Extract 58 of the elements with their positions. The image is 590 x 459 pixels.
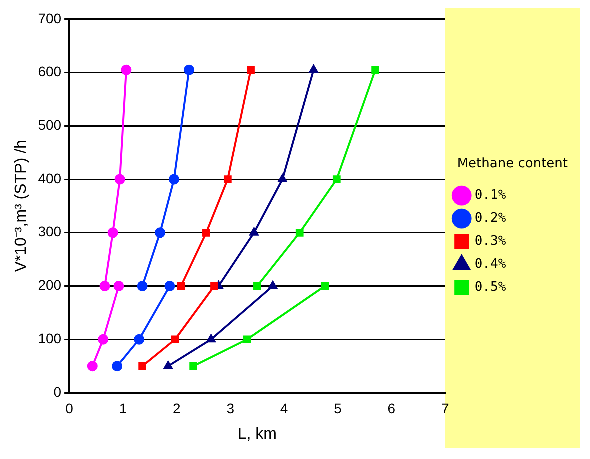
point <box>164 361 173 370</box>
point <box>137 281 148 292</box>
point <box>206 334 216 343</box>
point <box>190 362 198 370</box>
point <box>210 282 218 290</box>
y-tick-label: 700 <box>38 10 62 26</box>
point <box>155 228 166 238</box>
legend-label: 0.3% <box>474 234 506 250</box>
point <box>202 228 210 237</box>
point <box>138 362 146 370</box>
y-tick-label: 0 <box>54 384 62 400</box>
point <box>171 336 180 344</box>
x-tick-label: 0 <box>66 400 74 416</box>
point <box>164 281 176 292</box>
point <box>114 174 126 185</box>
y-tick-label: 200 <box>38 277 62 294</box>
point <box>168 174 180 185</box>
y-tick-label: 600 <box>38 64 62 80</box>
point <box>134 334 145 345</box>
point <box>254 282 262 290</box>
point <box>321 282 330 290</box>
point <box>98 334 109 345</box>
x-tick-label: 3 <box>226 400 235 416</box>
point <box>268 281 278 290</box>
y-axis-title: V*10⁻³,m³ (STP) /h <box>13 140 30 272</box>
y-tick-label: 500 <box>38 117 62 133</box>
legend-label: 0.1% <box>474 188 506 204</box>
point <box>332 176 341 184</box>
point <box>247 66 255 74</box>
point <box>112 361 123 372</box>
y-tick-label: 400 <box>38 170 62 186</box>
x-tick-label: 2 <box>173 400 182 416</box>
legend-label: 0.4% <box>474 257 506 272</box>
point <box>184 64 195 76</box>
x-tick-label: 7 <box>441 400 450 416</box>
point <box>278 174 288 183</box>
point <box>243 336 252 344</box>
x-tick-label: 1 <box>119 400 128 416</box>
legend-label: 0.5% <box>474 280 506 296</box>
point <box>121 64 132 76</box>
point <box>309 64 318 74</box>
point <box>296 228 304 237</box>
y-tick-label: 100 <box>38 330 62 346</box>
point <box>177 282 186 290</box>
point <box>87 361 98 372</box>
x-axis-title: L, km <box>238 426 278 443</box>
point <box>100 281 110 292</box>
y-tick-label: 300 <box>38 224 62 240</box>
x-tick-label: 6 <box>388 400 396 416</box>
x-tick-label: 4 <box>280 400 288 416</box>
point <box>250 228 259 236</box>
point <box>372 66 380 74</box>
point <box>108 228 118 238</box>
point <box>224 176 232 184</box>
legend-label: 0.2% <box>474 211 506 226</box>
point <box>114 281 124 292</box>
legend-title: Methane content <box>457 156 568 172</box>
x-tick-label: 5 <box>334 400 342 416</box>
